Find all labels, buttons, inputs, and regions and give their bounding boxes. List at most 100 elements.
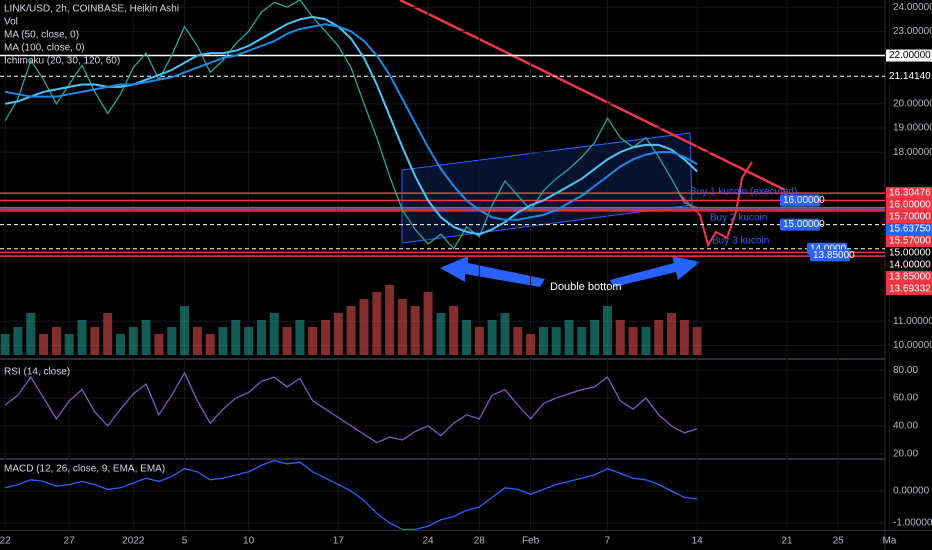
volume-bar — [487, 320, 497, 355]
volume-bar — [615, 320, 625, 355]
volume-bar — [269, 313, 279, 355]
volume-bar — [641, 327, 651, 355]
y-tick-label: 24.00000 — [893, 2, 932, 13]
level-label: 15.70000 — [889, 212, 931, 223]
pane-title: LINK/USD, 2h, COINBASE, Heikin Ashi — [4, 4, 179, 15]
order-label: 15.00000 — [783, 219, 825, 230]
level-label: 14.00000 — [889, 260, 931, 271]
pane-title: MACD (12, 26, close, 9, EMA, EMA) — [4, 464, 165, 475]
x-tick-label: 27 — [64, 536, 76, 547]
order-box — [780, 194, 820, 207]
y-tick-label: 20.00000 — [893, 98, 932, 109]
order-label: 13.85000 — [813, 250, 855, 261]
volume-bar — [679, 320, 689, 355]
volume-bar — [385, 285, 395, 355]
annotation: Double bottom — [550, 281, 622, 293]
level-box — [886, 259, 932, 272]
annotation: Buy 1 kucoin (executed) — [690, 187, 797, 198]
volume-bar — [462, 320, 471, 355]
legend-entry: MA (50, close, 0) — [4, 30, 79, 41]
legend-entry: Vol — [4, 17, 18, 28]
x-tick-label: Feb — [522, 536, 540, 547]
volume-bar — [295, 320, 305, 355]
x-tick-label: 21 — [781, 536, 793, 547]
volume-bar — [115, 334, 125, 355]
volume-bar — [167, 327, 177, 355]
level-label: 15.00000 — [889, 248, 931, 259]
x-tick-label: 5 — [182, 536, 188, 547]
axis-separator — [0, 530, 932, 531]
volume-bar — [218, 327, 228, 355]
volume-bar — [602, 306, 612, 355]
x-tick-label: 14 — [692, 536, 704, 547]
level-box — [886, 235, 932, 248]
legend-entry: MA (100, close, 0) — [4, 43, 85, 54]
level-label: 22.00000 — [889, 50, 931, 61]
volume-bar — [500, 313, 510, 355]
level-label: 16.00000 — [889, 200, 931, 211]
volume-bar — [628, 327, 638, 355]
x-tick-label: 2022 — [122, 536, 145, 547]
level-box — [886, 70, 932, 83]
volume-bar — [77, 320, 87, 355]
series-line — [4, 15, 698, 236]
projection — [679, 161, 753, 248]
level-label: 13.85000 — [889, 272, 931, 283]
volume-bar — [256, 320, 266, 355]
level-box — [886, 247, 932, 260]
level-box — [886, 211, 932, 224]
volume-bar — [590, 320, 600, 355]
x-tick-label: 7 — [605, 536, 611, 547]
volume-bar — [90, 327, 100, 355]
arrow-right — [610, 256, 700, 287]
volume-bar — [154, 334, 164, 355]
volume-bar — [564, 320, 574, 355]
volume-bar — [39, 334, 49, 355]
series-line — [4, 371, 698, 444]
volume-bar — [538, 327, 548, 355]
x-tick-label: 25 — [833, 536, 845, 547]
series-line — [4, 23, 698, 221]
series-line — [4, 0, 698, 250]
y-tick-label: 11.00000 — [893, 316, 932, 327]
y-tick-label: 60.00 — [893, 393, 918, 404]
volume-bar — [244, 327, 254, 355]
volume-bar — [26, 313, 36, 355]
pane-separator — [0, 358, 885, 360]
volume-bar — [397, 299, 407, 355]
x-tick-label: Ma — [882, 536, 896, 547]
x-tick-label: 10 — [243, 536, 255, 547]
series-line — [4, 459, 698, 531]
order-label: 16.00000 — [783, 195, 825, 206]
y-tick-label: 20.00 — [893, 448, 918, 459]
volume-bar — [0, 334, 10, 355]
volume-bar — [333, 313, 343, 355]
volume-bar — [551, 327, 561, 355]
x-tick-label: 24 — [422, 536, 434, 547]
volume-bar — [449, 306, 459, 355]
volume-bar — [526, 334, 536, 355]
y-tick-label: 80.00 — [893, 365, 918, 376]
volume-bar — [654, 320, 664, 355]
volume-bar — [51, 327, 61, 355]
volume-bar — [321, 320, 331, 355]
level-label: 15.63750 — [889, 224, 931, 235]
volume-bar — [423, 292, 433, 355]
y-tick-label: 18.00000 — [893, 147, 932, 158]
volume-bar — [372, 292, 382, 355]
y-tick-label: -1.00000 — [893, 518, 932, 529]
annotation: Buy 3 kucoin — [712, 236, 769, 247]
volume-bar — [577, 327, 587, 355]
volume-bar — [282, 327, 292, 355]
y-tick-label: 10.00000 — [893, 340, 932, 351]
volume-bar — [13, 327, 23, 355]
level-box — [886, 283, 932, 296]
volume-bar — [474, 327, 484, 355]
level-box — [886, 199, 932, 212]
volume-bar — [205, 334, 215, 355]
volume-bar — [128, 327, 138, 355]
order-box — [810, 249, 850, 262]
volume-bar — [359, 299, 369, 355]
level-box — [886, 223, 932, 236]
